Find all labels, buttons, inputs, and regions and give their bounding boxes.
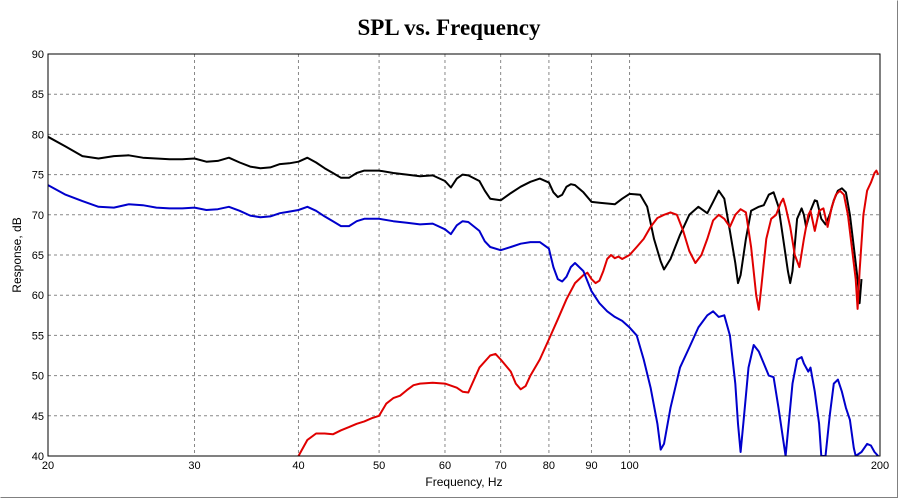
x-tick-label: 80: [543, 460, 555, 472]
series-line-1: [48, 135, 863, 305]
y-tick-label: 45: [32, 411, 44, 423]
series-line-3: [48, 184, 879, 456]
grid-lines: [48, 54, 880, 456]
x-tick-label: 50: [373, 460, 385, 472]
x-tick-label: 200: [871, 460, 889, 472]
y-tick-label: 60: [32, 290, 44, 302]
x-tick-label: 90: [585, 460, 597, 472]
y-tick-label: 85: [32, 89, 44, 101]
y-tick-label: 40: [32, 451, 44, 463]
y-tick-labels: 40 45 50 55 60 65 70 75 80 85 90: [32, 49, 44, 463]
x-tick-labels: 20 30 40 50 60 70 80 90 100 200: [42, 460, 889, 472]
y-tick-label: 90: [32, 49, 44, 61]
y-tick-label: 80: [32, 129, 44, 141]
y-tick-label: 65: [32, 250, 44, 262]
x-axis-label: Frequency, Hz: [425, 475, 502, 489]
chart-title: SPL vs. Frequency: [358, 15, 541, 40]
y-axis-label: Response, dB: [10, 217, 24, 292]
plot-area-border: [47, 53, 881, 457]
y-tick-label: 55: [32, 330, 44, 342]
y-tick-label: 75: [32, 170, 44, 182]
x-tick-label: 40: [292, 460, 304, 472]
x-tick-label: 20: [42, 460, 54, 472]
series-layer: [48, 135, 880, 456]
x-tick-label: 60: [439, 460, 451, 472]
x-tick-label: 70: [495, 460, 507, 472]
y-tick-label: 70: [32, 210, 44, 222]
y-tick-label: 50: [32, 371, 44, 383]
series-line-2: [297, 169, 880, 456]
x-tick-label: 100: [620, 460, 638, 472]
x-tick-label: 30: [188, 460, 200, 472]
